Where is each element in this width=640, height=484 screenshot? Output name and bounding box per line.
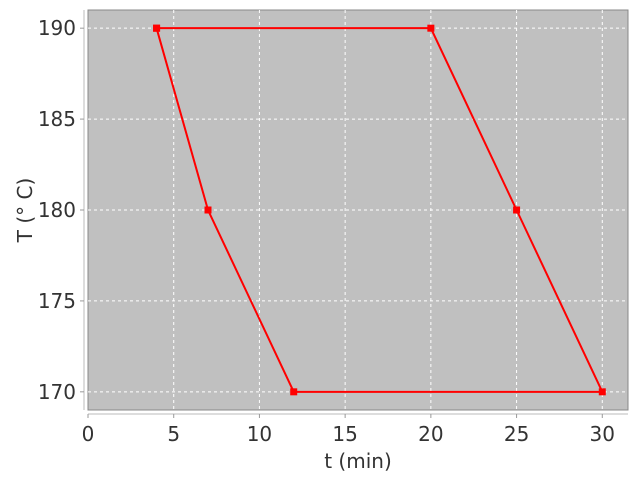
y-axis-label: T (° C) bbox=[13, 178, 37, 244]
data-point bbox=[290, 388, 298, 396]
y-tick-label: 180 bbox=[38, 198, 76, 222]
x-tick-label: 5 bbox=[167, 422, 180, 446]
x-axis-label: t (min) bbox=[324, 449, 392, 473]
y-tick-label: 170 bbox=[38, 380, 76, 404]
y-tick-label: 190 bbox=[38, 16, 76, 40]
y-tick-label: 175 bbox=[38, 289, 76, 313]
data-point bbox=[204, 206, 212, 214]
series bbox=[153, 24, 606, 396]
data-point bbox=[513, 206, 521, 214]
x-tick-label: 30 bbox=[590, 422, 615, 446]
ticks: 0 5 10 15 20 25 30 170 175 180 185 190 bbox=[38, 16, 615, 446]
data-point bbox=[427, 24, 435, 32]
x-tick-label: 25 bbox=[504, 422, 529, 446]
data-point bbox=[153, 24, 161, 32]
x-tick-label: 0 bbox=[82, 422, 95, 446]
data-point bbox=[598, 388, 606, 396]
x-tick-label: 10 bbox=[247, 422, 272, 446]
x-tick-label: 15 bbox=[332, 422, 357, 446]
y-tick-label: 185 bbox=[38, 107, 76, 131]
x-tick-label: 20 bbox=[418, 422, 443, 446]
